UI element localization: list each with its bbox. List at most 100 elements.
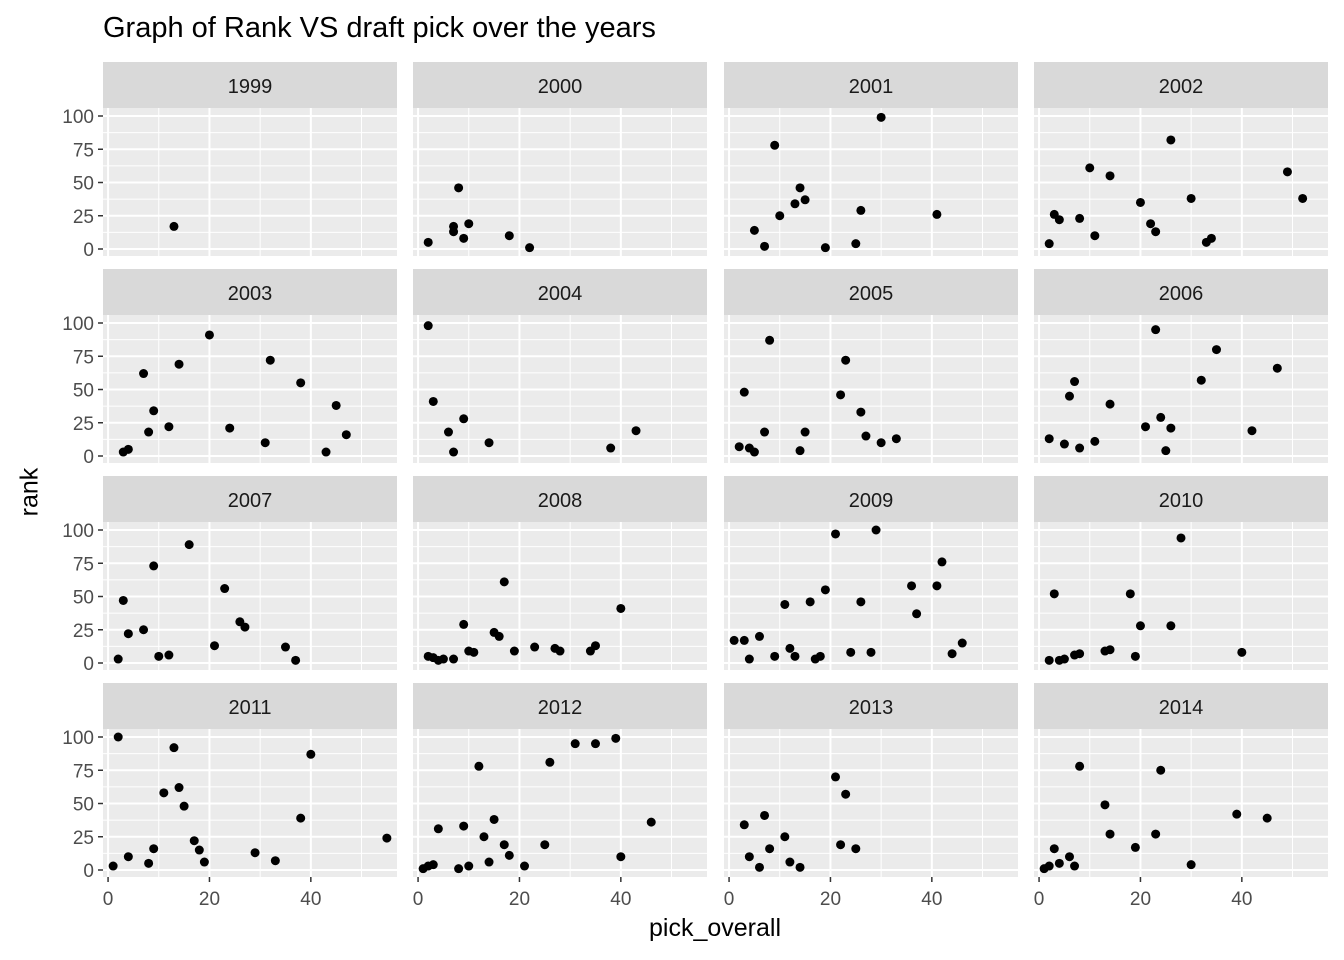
facet-strip-label: 2006 <box>1159 283 1204 305</box>
data-point <box>1059 439 1069 449</box>
facet-strip <box>1034 476 1328 522</box>
data-point <box>957 638 967 648</box>
data-point <box>296 813 306 823</box>
data-point <box>800 427 810 437</box>
facet-strip-label: 1999 <box>228 76 273 98</box>
y-tick-label: 100 <box>62 521 94 542</box>
y-tick-label: 0 <box>83 240 94 261</box>
facet-strip-label: 2010 <box>1159 490 1204 512</box>
data-point <box>616 852 626 862</box>
data-point <box>841 355 851 365</box>
data-point <box>479 832 489 842</box>
data-point <box>306 749 316 759</box>
data-point <box>149 561 159 571</box>
data-point <box>606 443 616 453</box>
data-point <box>225 423 235 433</box>
data-point <box>1206 233 1216 243</box>
data-point <box>164 650 174 660</box>
y-tick-label: 75 <box>73 347 94 368</box>
data-point <box>428 396 438 406</box>
data-point <box>760 427 770 437</box>
data-point <box>1105 829 1115 839</box>
data-point <box>139 625 149 635</box>
data-point <box>820 585 830 595</box>
facet-strip <box>103 62 397 108</box>
facet-strip-label: 2004 <box>538 283 583 305</box>
y-tick-label: 100 <box>62 314 94 335</box>
x-axis-label: pick_overall <box>648 914 782 942</box>
data-point <box>876 112 886 122</box>
y-tick-label: 50 <box>73 174 94 195</box>
data-point <box>1044 861 1054 871</box>
data-point <box>438 654 448 664</box>
data-point <box>932 581 942 591</box>
data-point <box>1272 363 1282 373</box>
data-point <box>790 651 800 661</box>
facet-strip <box>1034 62 1328 108</box>
data-point <box>856 597 866 607</box>
y-tick-label: 75 <box>73 140 94 161</box>
data-point <box>611 733 621 743</box>
data-point <box>169 743 179 753</box>
data-point <box>280 642 290 652</box>
facet-strip <box>1034 269 1328 315</box>
facet-strip-label: 2012 <box>538 697 583 719</box>
data-point <box>545 757 555 767</box>
data-point <box>459 619 469 629</box>
data-point <box>1186 860 1196 870</box>
facet-strip-label: 2005 <box>849 283 894 305</box>
data-point <box>296 378 306 388</box>
data-point <box>1262 813 1272 823</box>
facet-strip <box>413 62 707 108</box>
data-point <box>240 622 250 632</box>
data-point <box>734 442 744 452</box>
data-point <box>861 431 871 441</box>
data-point <box>174 783 184 793</box>
facet-strip-label: 2007 <box>228 490 273 512</box>
data-point <box>321 447 331 457</box>
data-point <box>765 844 775 854</box>
data-point <box>1161 446 1171 456</box>
data-point <box>1232 809 1242 819</box>
data-point <box>423 321 433 331</box>
data-point <box>739 635 749 645</box>
data-point <box>1049 844 1059 854</box>
data-point <box>194 845 204 855</box>
data-point <box>785 643 795 653</box>
data-point <box>1130 651 1140 661</box>
data-point <box>509 646 519 656</box>
data-point <box>423 237 433 247</box>
data-point <box>1090 436 1100 446</box>
data-point <box>499 840 509 850</box>
x-tick-label: 40 <box>1231 889 1252 910</box>
data-point <box>464 861 474 871</box>
facet-strip <box>413 269 707 315</box>
facet-strip <box>103 269 397 315</box>
data-point <box>795 183 805 193</box>
data-point <box>1044 655 1054 665</box>
data-point <box>831 529 841 539</box>
data-point <box>760 810 770 820</box>
x-tick-label: 20 <box>199 889 220 910</box>
facet-strip <box>103 476 397 522</box>
y-tick-label: 50 <box>73 381 94 402</box>
facet-strip <box>724 476 1018 522</box>
data-point <box>912 609 922 619</box>
data-point <box>449 447 459 457</box>
data-point <box>846 647 856 657</box>
data-point <box>443 427 453 437</box>
y-tick-label: 25 <box>73 414 94 435</box>
data-point <box>382 833 392 843</box>
data-point <box>265 355 275 365</box>
data-point <box>555 646 565 656</box>
data-point <box>454 183 464 193</box>
data-point <box>113 732 123 742</box>
y-tick-label: 100 <box>62 107 94 128</box>
data-point <box>449 654 459 664</box>
data-point <box>836 840 846 850</box>
data-point <box>1282 167 1292 177</box>
data-point <box>428 860 438 870</box>
x-tick-label: 20 <box>1130 889 1151 910</box>
data-point <box>1064 852 1074 862</box>
data-point <box>1059 654 1069 664</box>
